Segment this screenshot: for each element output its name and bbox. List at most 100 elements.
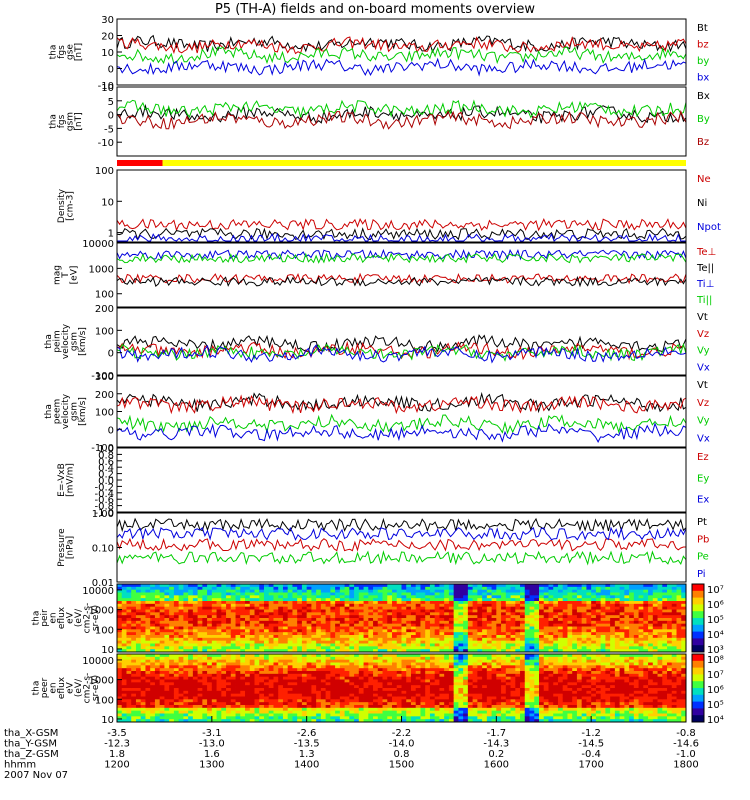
spectrogram-cell [297, 671, 303, 675]
spectrogram-cell [453, 699, 459, 703]
spectrogram-cell [614, 586, 621, 591]
spectrogram-cell [245, 601, 251, 605]
spectrogram-cell [572, 620, 578, 625]
spectrogram-cell [216, 707, 222, 712]
spectrogram-cell [610, 609, 616, 613]
spectrogram-cell [515, 609, 521, 613]
spectrogram-cell [472, 635, 478, 639]
spectrogram-cell [339, 659, 345, 663]
spectrogram-cell [486, 659, 492, 663]
spectrogram-cell [140, 710, 146, 714]
spectrogram-cell [610, 649, 616, 653]
spectrogram-cell [216, 584, 222, 588]
spectrogram-cell [586, 629, 592, 633]
spectrogram-cell [335, 719, 341, 723]
spectrogram-cell [150, 620, 156, 625]
spectrogram-cell [316, 668, 322, 672]
spectrogram-cell [358, 690, 364, 695]
spectrogram-cell [282, 659, 289, 663]
spectrogram-cell [448, 705, 455, 709]
spectrogram-cell [467, 665, 474, 669]
spectrogram-cell [633, 595, 639, 599]
spectrogram-cell [339, 635, 345, 639]
spectrogram-cell [415, 637, 421, 642]
spectrogram-cell [154, 592, 161, 596]
spectrogram-cell [396, 685, 402, 689]
spectrogram-cell [344, 609, 350, 613]
spectrogram-cell [463, 595, 469, 599]
spectrogram-cell [505, 640, 511, 644]
spectrogram-cell [439, 606, 445, 610]
spectrogram-cell [643, 643, 649, 647]
spectrogram-cell [392, 589, 398, 593]
spectrogram-cell [121, 635, 127, 639]
spectrogram-cell [439, 702, 445, 706]
spectrogram-cell [543, 586, 549, 591]
spectrogram-cell [373, 690, 379, 695]
spectrogram-cell [325, 673, 331, 678]
spectrogram-cell [439, 719, 445, 723]
spectrogram-cell [595, 609, 602, 613]
spectrogram-cell [287, 665, 293, 669]
spectrogram-cell [382, 682, 388, 686]
spectrogram-cell [230, 676, 236, 680]
spectrogram-cell [259, 705, 265, 709]
spectrogram-cell [316, 719, 322, 723]
spectrogram-cell [226, 682, 232, 686]
spectrogram-cell [548, 649, 554, 653]
spectrogram-cell [278, 606, 284, 610]
spectrogram-cell [297, 586, 303, 591]
spectrogram-cell [192, 615, 199, 619]
spectrogram-cell [463, 632, 469, 636]
spectrogram-cell [325, 656, 331, 661]
spectrogram-cell [448, 601, 455, 605]
spectrogram-cell [349, 688, 355, 692]
spectrogram-cell [263, 665, 270, 669]
spectrogram-cell [121, 673, 127, 678]
spectrogram-cell [429, 584, 436, 588]
spectrogram-cell [363, 643, 369, 647]
spectrogram-cell [325, 632, 331, 636]
spectrogram-cell [434, 632, 440, 636]
spectrogram-cell [330, 699, 336, 703]
spectrogram-cell [415, 654, 421, 658]
spectrogram-cell [453, 671, 459, 675]
y-tick-label: -100 [91, 371, 114, 382]
spectrogram-cell [671, 598, 677, 602]
spectrogram-cell [652, 629, 658, 633]
spectrogram-cell [325, 586, 331, 591]
spectrogram-cell [524, 595, 530, 599]
spectrogram-cell [259, 643, 265, 647]
spectrogram-cell [154, 668, 161, 672]
spectrogram-cell [311, 623, 317, 627]
spectrogram-cell [472, 601, 478, 605]
spectrogram-cell [496, 589, 502, 593]
spectrogram-cell [486, 640, 492, 644]
spectrogram-cell [491, 615, 497, 619]
spectrogram-cell [140, 713, 146, 717]
spectrogram-cell [230, 705, 236, 709]
spectrogram-cell [387, 690, 393, 695]
spectrogram-cell [282, 665, 289, 669]
spectrogram-cell [126, 699, 132, 703]
spectrogram-cell [619, 609, 625, 613]
spectrogram-cell [605, 612, 611, 616]
spectrogram-cell [325, 598, 331, 602]
spectrogram-cell [373, 595, 379, 599]
spectrogram-cell [396, 665, 402, 669]
spectrogram-cell [245, 649, 251, 653]
spectrogram-cell [178, 662, 184, 666]
spectrogram-cell [448, 586, 455, 591]
spectrogram-cell [586, 615, 592, 619]
spectrogram-cell [150, 702, 156, 706]
spectrogram-cell [154, 662, 161, 666]
spectrogram-cell [268, 643, 274, 647]
spectrogram-cell [382, 584, 388, 588]
spectrogram-cell [586, 601, 592, 605]
colorbar-segment [692, 638, 704, 646]
spectrogram-cell [415, 673, 421, 678]
spectrogram-cell [529, 586, 535, 591]
y-tick-label: 100 [95, 625, 114, 636]
spectrogram-cell [240, 682, 246, 686]
spectrogram-cell [344, 699, 350, 703]
